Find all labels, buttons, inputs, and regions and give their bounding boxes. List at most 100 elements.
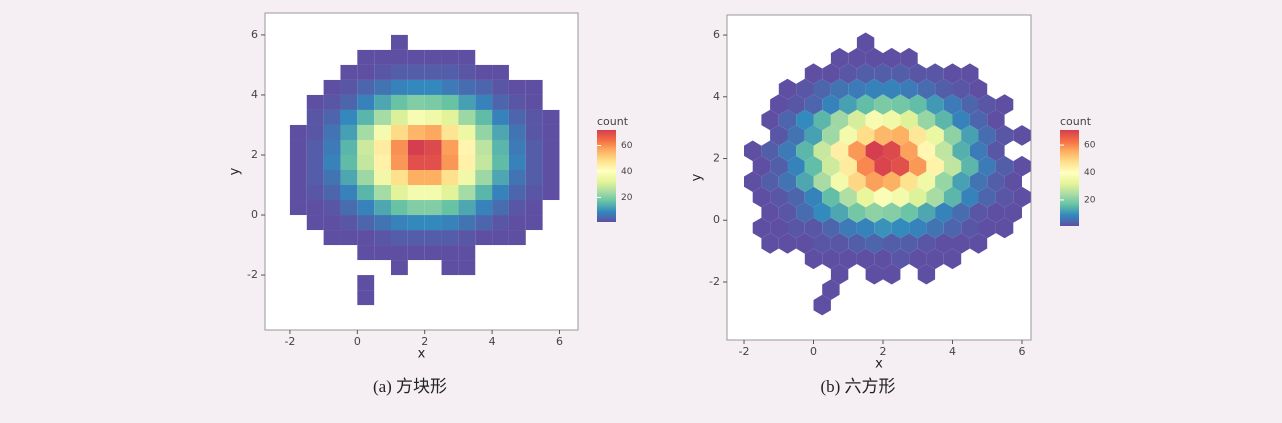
hex-bin [778,202,797,223]
bin [306,215,324,231]
hex-bin [917,202,936,223]
bin [475,230,493,246]
hex-bin [883,140,901,162]
hex-bin [935,202,953,223]
hex-bin [830,202,849,223]
hex-bin [961,63,979,84]
bin [374,245,392,261]
bin [475,94,493,110]
x-tick-label: 4 [949,345,956,358]
hex-bin [900,233,918,254]
hex-bin [865,233,883,254]
bin [340,109,358,125]
bin [407,94,425,110]
hex-bin [900,140,918,162]
y-axis-label: y [228,167,243,175]
bin [357,109,375,125]
bin [357,94,375,110]
hex-bin [926,125,944,146]
x-tick-label: -2 [284,335,295,348]
bin [340,124,358,140]
bin [357,139,375,155]
bin [340,230,358,246]
bin [306,169,324,186]
hex-bin [952,109,970,131]
bin [306,200,324,216]
hex-bin [874,155,892,177]
bin [323,230,341,246]
hex-bin [865,264,883,285]
hex-bin [822,94,840,115]
bin [323,124,341,140]
bin [492,64,509,80]
bin [475,215,493,231]
bin [340,64,358,80]
bin [357,245,375,261]
hex-bin [935,140,953,162]
bin [340,169,358,186]
hex-bin [1013,125,1031,146]
hex-bin [865,109,883,131]
legend-title: count [597,115,629,128]
hex-bin [978,217,996,239]
hex-bin [891,63,910,84]
bin [340,185,358,201]
hex-bin [822,63,840,84]
bin [525,169,543,186]
bin [357,49,375,65]
bin [508,79,526,95]
bin [374,139,392,155]
hex-bin [874,125,892,146]
hex-bin [891,125,910,146]
hex-bin [987,140,1005,162]
hex-bin [813,109,831,131]
hex-bin [891,155,910,177]
hex-bin [891,186,910,208]
bin [492,169,509,186]
bin [508,109,526,125]
caption: (a) 方块形 [373,377,447,396]
hex-bin [778,109,797,131]
bin [475,169,493,186]
bin [357,275,375,291]
bin [441,94,459,110]
bin [357,64,375,80]
hex-bin [943,94,962,115]
bin [458,260,476,276]
hex-bin [822,155,840,177]
hex-bin [744,140,762,162]
hex-bin [943,248,962,270]
bin [424,124,442,140]
y-tick-label: 0 [251,208,258,221]
hex-bin [917,140,936,162]
hex-bin [935,233,953,254]
colorbar-label: 40 [621,167,633,177]
colorbar-label: 40 [1084,168,1096,178]
x-axis-label: x [418,347,426,362]
hex-bin [856,186,875,208]
hex-bin [787,217,805,239]
hex-bin [883,264,901,285]
hex-bin [935,171,953,192]
bin [424,79,442,95]
hex-bin [969,233,988,254]
bin [391,260,408,276]
hex-bin [770,155,788,177]
hex-bin [935,109,953,131]
hex-bin [1013,155,1031,177]
hex-bin [804,94,823,115]
bin [289,124,307,140]
hex-bin [961,125,979,146]
bin [458,124,476,140]
bin [525,185,543,201]
bin [357,230,375,246]
hex-bin [796,78,814,100]
bin [407,79,425,95]
hex-bin [848,47,866,69]
bin [340,139,358,155]
bin [441,185,459,201]
bin [357,154,375,170]
hex-bin [752,217,771,239]
hex-bin [926,155,944,177]
